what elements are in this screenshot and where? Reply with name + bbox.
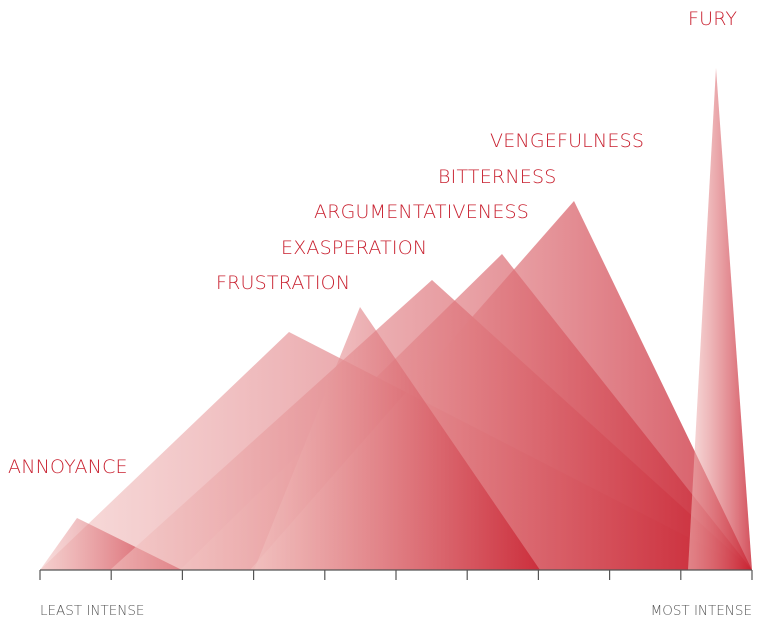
- label-bitterness: BITTERNESS: [438, 166, 556, 188]
- label-fury: FURY: [688, 8, 737, 30]
- most-intense-label: MOST INTENSE: [651, 603, 752, 619]
- emotion-labels: ANNOYANCE FRUSTRATION EXASPERATION ARGUM…: [8, 8, 737, 478]
- least-intense-label: LEAST INTENSE: [40, 603, 144, 619]
- peak-frustration: [254, 307, 540, 570]
- label-frustration: FRUSTRATION: [216, 272, 350, 294]
- peak-fury: [688, 68, 752, 570]
- intensity-axis: LEAST INTENSE MOST INTENSE: [39, 569, 753, 619]
- label-argumentativeness: ARGUMENTATIVENESS: [314, 201, 529, 223]
- label-vengefulness: VENGEFULNESS: [490, 130, 644, 152]
- emotion-peaks: [40, 68, 752, 570]
- label-annoyance: ANNOYANCE: [8, 456, 128, 478]
- axis-ticks: [39, 570, 753, 580]
- label-exasperation: EXASPERATION: [281, 237, 427, 259]
